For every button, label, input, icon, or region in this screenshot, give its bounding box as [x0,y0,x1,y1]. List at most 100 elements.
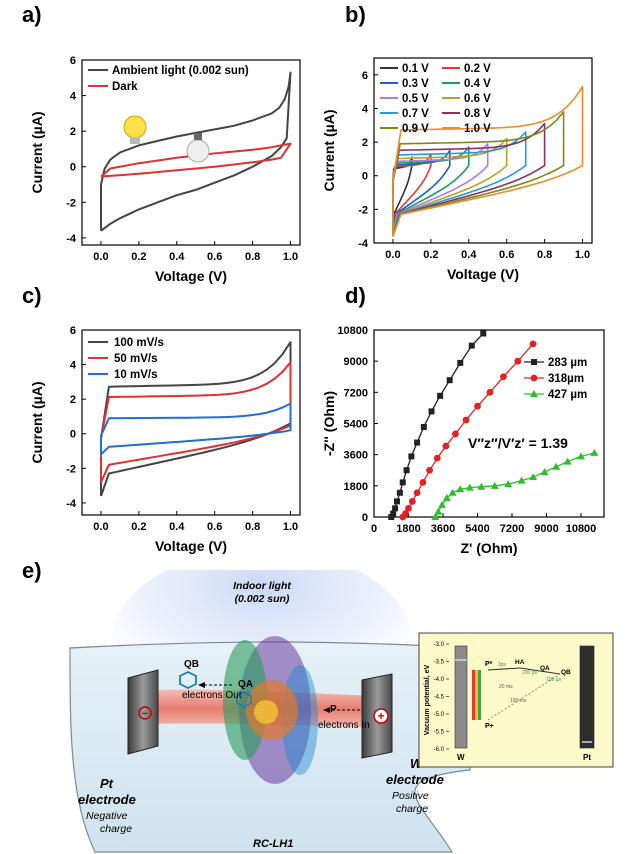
x-tick-label: 1.0 [283,251,298,263]
x-tick-label: 0.8 [245,251,260,263]
data-point [462,416,470,424]
device-schematic: − + QB QA P electrons Out electrons In I… [69,570,614,853]
y-tick-label: 2 [362,137,368,149]
data-point [540,467,549,475]
panel-label-b: b) [345,2,366,27]
legend-label: 0.9 V [402,123,429,135]
legend-label: Ambient light (0.002 sun) [112,65,249,77]
energy-pplus-label: P+ [485,723,494,730]
data-point [529,473,538,481]
plot-frame [373,57,593,244]
x-tick-label: 0.2 [131,521,146,533]
y-tick-label: 3600 [344,450,368,462]
energy-tick-label: -5.0 [434,712,445,718]
energy-time-2: 200 ps [522,670,538,676]
data-point [438,500,447,508]
chart-c: 0.0 0.2 0.4 0.6 0.8 1.0 -4 -2 0 2 4 6 Voltage (V) Cur… [29,325,301,554]
x-tick-label: 3600 [431,523,455,535]
series-line-9 [392,85,584,237]
energy-tick-label: -5.5 [434,730,445,736]
data-point [457,359,464,366]
ratio-annotation: V″z″/V′z′ = 1.39 [468,435,568,451]
plot-frame [81,59,301,246]
chart-d: 0 1800 3600 5400 7200 9000 10800 0 1800 3600 5400 7… [322,325,605,556]
legend-label: 427 µm [548,389,587,401]
x-tick-label: 0.0 [93,251,108,263]
y-tick-label: 0 [362,171,368,183]
energy-time-1: 3ps [498,662,507,668]
chart-b: 0.0 0.2 0.4 0.6 0.8 1.0 -4 -2 0 2 4 6 Voltage (V) Cur… [322,57,593,282]
pt-electrode: − [127,669,159,755]
series-line-6 [392,131,527,237]
legend-label: 0.1 V [402,63,429,75]
y-tick-label: -2 [66,197,76,209]
energy-pstar-label: P* [485,661,493,668]
data-point [388,514,395,520]
series-line-4 [392,143,489,237]
light-bulb-off-icon [186,133,210,163]
pt-label-line2: electrode [78,792,136,807]
y-tick-label: -4 [66,233,77,245]
y-tick-label: 0 [70,429,76,441]
y-tick-label: -4 [66,498,77,510]
energy-time-4: 20 ms [499,684,513,690]
data-point [437,392,444,399]
y-tick-label: 2 [70,126,76,138]
y-axis-label: Current (µA) [29,382,45,464]
legend-label: 1.0 V [464,123,491,135]
negative-label-line1: Negative [86,810,128,822]
y-axis-label: Current (µA) [29,112,45,194]
positive-label-line1: Positive [392,790,429,802]
y-tick-label: 9000 [344,356,368,368]
data-point [552,462,561,470]
quinone-qb-icon [179,670,197,690]
electrons-in-label: electrons In [318,720,370,731]
data-point [420,423,427,430]
x-axis-label: Voltage (V) [447,266,519,282]
w-block-icon [454,645,468,749]
x-tick-label: 0.8 [245,521,260,533]
light-label-line2: (0.002 sun) [235,593,290,605]
y-tick-label: 10800 [337,325,368,337]
series-line-2 [434,452,595,518]
data-point [442,442,450,450]
x-tick-label: 0.6 [207,521,222,533]
y-tick-label: 2 [70,394,76,406]
panel-label-a: a) [22,2,42,27]
rc-lh1-complex-icon [223,636,318,784]
pt-label-line1: Pt [100,776,114,791]
data-point [490,481,499,489]
x-tick-label: 0.4 [461,249,477,261]
data-point [403,467,410,474]
data-point [442,493,451,501]
electrons-out-arrowhead [198,682,205,688]
legend-label: 0.5 V [402,93,429,105]
data-point [590,448,599,456]
data-point [452,430,459,438]
energy-tick-label: -3.5 [434,660,445,666]
series-line-2 [392,149,451,237]
x-axis-label: Voltage (V) [155,268,227,284]
y-tick-label: -4 [358,238,369,250]
energy-qa-label: QA [540,665,550,672]
data-point [465,483,474,491]
quinone-qa-icon [236,691,252,708]
legend-label: 283 µm [548,357,587,369]
series-line-7 [392,122,546,237]
data-point [392,505,399,512]
x-tick-label: 0.8 [537,249,552,261]
y-tick-label: 0 [362,512,368,524]
energy-tick-label: -3.0 [434,642,445,648]
legend-label: 0.3 V [402,78,429,90]
y-tick-label: 5400 [344,419,368,431]
x-tick-label: 0.2 [423,249,438,261]
x-tick-label: 0.0 [93,521,108,533]
w-electrode: + [361,673,393,759]
x-axis-label: Voltage (V) [155,538,227,554]
data-point [413,489,421,497]
energy-time-5: 100 ms [510,698,527,704]
data-point [396,489,403,496]
energy-pt-label: Pt [583,753,591,762]
x-tick-label: 0.4 [169,521,185,533]
